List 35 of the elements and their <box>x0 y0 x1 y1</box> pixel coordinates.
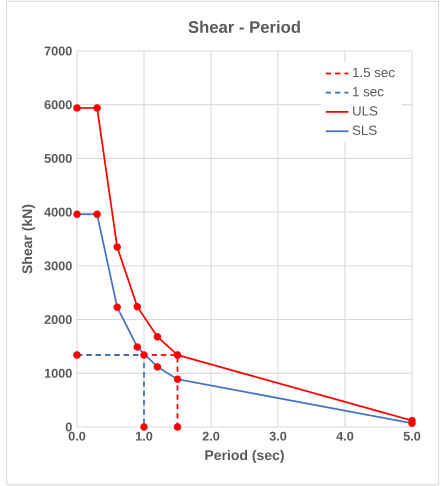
point <box>174 423 182 431</box>
y-axis-title: Shear (kN) <box>22 204 35 274</box>
x-tick-label: 3.0 <box>269 432 286 441</box>
point <box>113 243 121 251</box>
y-tick-label: 1000 <box>44 368 72 378</box>
point <box>174 375 182 383</box>
x-tick-label: 5.0 <box>404 432 420 441</box>
point <box>93 210 101 218</box>
point <box>134 343 142 351</box>
point <box>154 363 162 371</box>
point <box>73 104 81 112</box>
x-axis-title: Period (sec) <box>205 450 284 463</box>
point <box>140 423 148 431</box>
y-tick-label: 3000 <box>44 261 72 270</box>
chart-title: Shear - Period <box>188 20 300 33</box>
legend-label: ULS <box>353 106 378 116</box>
y-tick-label: 7000 <box>44 46 72 56</box>
y-tick-label: 6000 <box>44 100 72 110</box>
point <box>140 351 148 359</box>
y-tick-label: 4000 <box>44 208 72 217</box>
x-tick-label: 2.0 <box>202 432 220 441</box>
point <box>154 333 162 340</box>
x-tick-label: 1.0 <box>136 432 152 441</box>
x-tick-label: 4.0 <box>336 432 354 441</box>
y-tick-label: 5000 <box>44 154 72 163</box>
x-tick-label: 0.0 <box>68 432 86 441</box>
legend-label: 1 sec <box>353 87 384 96</box>
legend-label: SLS <box>352 126 377 135</box>
point <box>113 303 121 311</box>
point <box>134 302 142 310</box>
point <box>73 210 81 218</box>
legend-label: 1.5 sec <box>353 68 395 78</box>
point <box>93 104 101 112</box>
y-tick-label: 2000 <box>44 315 72 324</box>
y-tick-label: 0 <box>66 422 72 432</box>
